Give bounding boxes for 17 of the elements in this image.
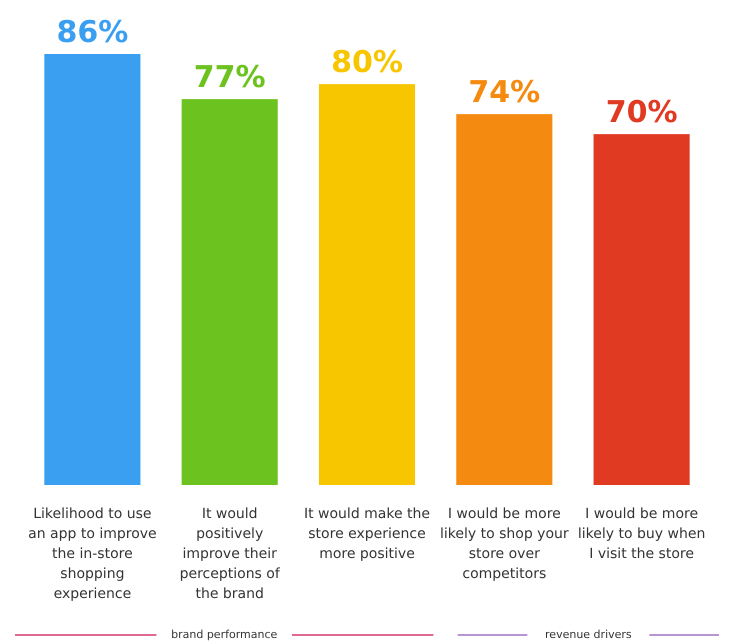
data-label: 70% bbox=[606, 95, 678, 130]
x-tick-label: I would be more likely to buy when I visit the store bbox=[578, 506, 706, 562]
text: revenue drivers bbox=[545, 628, 632, 641]
bar bbox=[456, 114, 552, 485]
text: brand performance bbox=[171, 628, 278, 641]
x-tick-label: I would be more likely to shop your store over competitors bbox=[440, 506, 569, 582]
data-label: 86% bbox=[56, 15, 128, 50]
bar bbox=[318, 84, 416, 485]
x-tick-label: Likelihood to use an app to improve the in-store shopping experience bbox=[28, 506, 157, 602]
bar bbox=[44, 54, 140, 485]
data-label: 74% bbox=[468, 75, 540, 110]
x-tick-label: It would positively improve their perceptions of the brand bbox=[180, 506, 281, 602]
x-tick-label: It would make the store experience more positive bbox=[304, 506, 430, 562]
bar bbox=[594, 134, 690, 485]
bar bbox=[182, 99, 278, 485]
data-label: 80% bbox=[331, 45, 403, 80]
data-label: 77% bbox=[194, 60, 266, 96]
